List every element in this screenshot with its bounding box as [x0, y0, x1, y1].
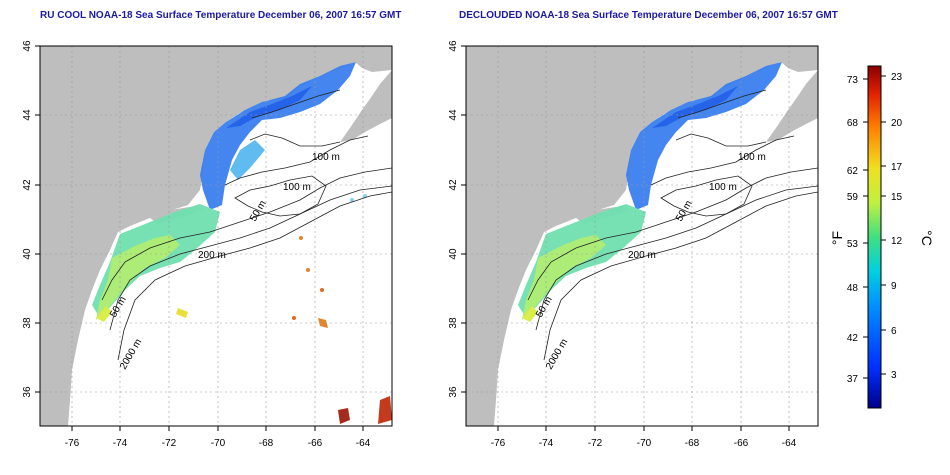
- map-frame: [465, 45, 819, 427]
- left-map-panel: 100 m 100 m 50 m 200 m 50 m 2000 m -76 -…: [22, 40, 393, 449]
- lon-tick-label: -66: [734, 438, 749, 449]
- isobaths: [101, 89, 392, 361]
- fahrenheit-tick-label: 62: [847, 166, 859, 177]
- contour-label: 100 m: [738, 152, 766, 163]
- colorbar-ticks: [863, 75, 886, 379]
- left-panel-title: RU COOL NOAA-18 Sea Surface Temperature …: [40, 10, 402, 21]
- celsius-tick-label: 23: [891, 72, 903, 83]
- lat-tick-label: 36: [22, 386, 33, 398]
- contour-label: 100 m: [312, 152, 340, 163]
- lon-tick-labels: -76 -74 -72 -70 -68 -66 -64: [65, 438, 371, 449]
- graticule: [40, 46, 392, 426]
- contour-label: 100 m: [709, 182, 737, 193]
- nova-scotia: [766, 46, 818, 142]
- contour-label: 200 m: [198, 250, 226, 261]
- land-mass: [466, 46, 818, 426]
- lat-tick-label: 40: [448, 248, 459, 260]
- map-frame: [39, 45, 393, 427]
- fahrenheit-tick-label: 59: [847, 192, 859, 203]
- fahrenheit-unit-label: °F: [829, 231, 845, 245]
- celsius-tick-label: 20: [891, 118, 903, 129]
- celsius-tick-label: 3: [891, 370, 897, 381]
- lat-tick-label: 46: [448, 40, 459, 52]
- celsius-tick-label: 17: [891, 162, 903, 173]
- lon-tick-label: -72: [588, 438, 603, 449]
- lat-tick-labels: 46 44 42 40 38 36: [22, 40, 33, 398]
- lat-tick-label: 42: [22, 179, 33, 191]
- lat-tick-label: 42: [448, 179, 459, 191]
- lon-tick-label: -72: [162, 438, 177, 449]
- celsius-tick-label: 15: [891, 192, 903, 203]
- fahrenheit-tick-label: 42: [847, 333, 859, 344]
- land-mass: [40, 46, 392, 426]
- graticule: [466, 46, 818, 426]
- lat-tick-label: 36: [448, 386, 459, 398]
- celsius-tick-label: 6: [891, 326, 897, 337]
- tick-marks: [461, 45, 790, 431]
- lon-tick-labels: -76 -74 -72 -70 -68 -66 -64: [491, 438, 797, 449]
- right-panel-title: DECLOUDED NOAA-18 Sea Surface Temperatur…: [459, 10, 838, 21]
- lon-tick-label: -68: [685, 438, 700, 449]
- lon-tick-label: -64: [782, 438, 797, 449]
- lon-tick-label: -74: [539, 438, 554, 449]
- lon-tick-label: -66: [308, 438, 323, 449]
- lon-tick-label: -70: [211, 438, 226, 449]
- colorbar-gradient: [867, 65, 882, 409]
- celsius-labels: 23 20 17 15 12 9 6 3: [891, 72, 903, 381]
- fahrenheit-tick-label: 53: [847, 239, 859, 250]
- lat-tick-label: 44: [448, 109, 459, 121]
- isobaths: [527, 89, 818, 361]
- fahrenheit-labels: 73 68 62 59 53 48 42 37: [847, 75, 859, 385]
- lon-tick-label: -70: [637, 438, 652, 449]
- celsius-tick-label: 9: [891, 281, 897, 292]
- lon-tick-label: -76: [491, 438, 506, 449]
- lon-tick-label: -68: [259, 438, 274, 449]
- tick-marks: [35, 45, 364, 431]
- right-map-panel: 100 m 100 m 50 m 200 m 50 m 2000 m -76 -…: [448, 40, 819, 449]
- contour-label: 200 m: [628, 250, 656, 261]
- lat-tick-label: 46: [22, 40, 33, 52]
- lat-tick-label: 38: [22, 317, 33, 329]
- colorbar: 73 68 62 59 53 48 42 37 23 20 17 15 12 9…: [829, 65, 935, 409]
- lat-tick-label: 38: [448, 317, 459, 329]
- fahrenheit-tick-label: 37: [847, 374, 859, 385]
- lat-tick-label: 40: [22, 248, 33, 260]
- fahrenheit-tick-label: 73: [847, 75, 859, 86]
- celsius-tick-label: 12: [891, 236, 903, 247]
- nova-scotia: [340, 46, 392, 142]
- lon-tick-label: -76: [65, 438, 80, 449]
- fahrenheit-tick-label: 68: [847, 118, 859, 129]
- celsius-unit-label: °C: [919, 230, 935, 246]
- lat-tick-label: 44: [22, 109, 33, 121]
- lon-tick-label: -64: [356, 438, 371, 449]
- contour-label: 100 m: [283, 182, 311, 193]
- fahrenheit-tick-label: 48: [847, 283, 859, 294]
- lat-tick-labels: 46 44 42 40 38 36: [448, 40, 459, 398]
- lon-tick-label: -74: [113, 438, 128, 449]
